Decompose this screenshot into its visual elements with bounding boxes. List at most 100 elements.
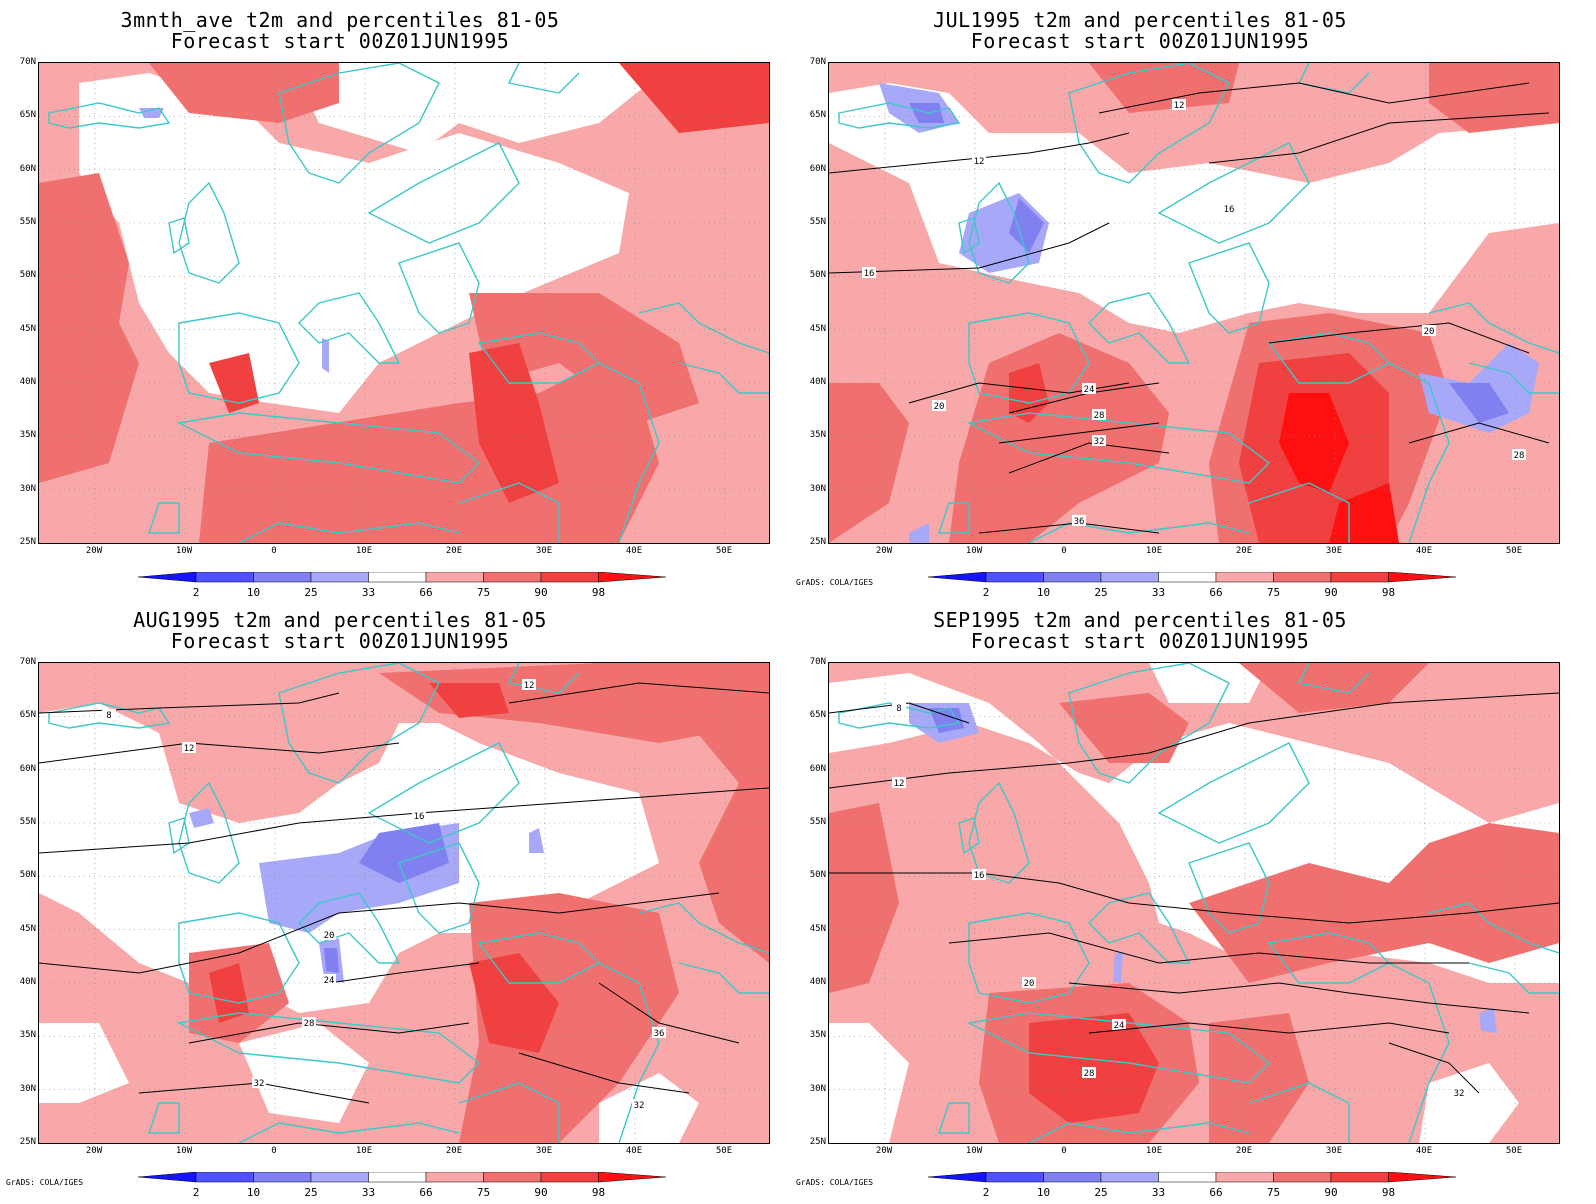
latitude-tick-label: 70N bbox=[809, 57, 826, 67]
colorbar-high-arrow bbox=[598, 571, 667, 583]
coastline bbox=[1068, 63, 1230, 184]
coastline bbox=[1388, 962, 1450, 1143]
contour-label-bg bbox=[182, 742, 196, 753]
colorbar-swatch-p10_25 bbox=[1043, 571, 1102, 583]
latitude-axis: 70N 65N 60N 55N 50N 45N 40N 35N 30N 25N bbox=[0, 57, 36, 547]
longitude-tick-label: 50E bbox=[715, 546, 733, 556]
contour-label-bg bbox=[892, 777, 906, 788]
contour-label: 8 bbox=[106, 711, 111, 721]
contour-label: 20 bbox=[934, 402, 945, 412]
longitude-tick-label: 20E bbox=[1235, 1146, 1253, 1156]
coastline bbox=[1297, 63, 1370, 94]
contour-label-bg bbox=[972, 155, 986, 166]
colorbar-swatch-p25_33 bbox=[310, 1171, 369, 1183]
percentile-shading-p25_33 bbox=[529, 828, 544, 853]
longitude-tick-label: 10E bbox=[1145, 1146, 1163, 1156]
coastline bbox=[966, 412, 1271, 484]
latitude-tick-label: 60N bbox=[19, 763, 36, 774]
latitude-tick-label: 60N bbox=[809, 763, 826, 774]
latitude-tick-label: 55N bbox=[19, 817, 36, 827]
longitude-tick-label: 10E bbox=[355, 546, 373, 556]
map-canvas: 8 12 16 20 24 28 32 32 36 12 bbox=[39, 663, 769, 1143]
colorbar-label: 25 bbox=[1094, 586, 1107, 599]
colorbar-label: 10 bbox=[247, 1186, 260, 1199]
contour-label: 16 bbox=[1224, 205, 1235, 215]
contour-label-bg bbox=[1422, 325, 1436, 336]
latitude-tick-label: 65N bbox=[809, 710, 826, 721]
contour-label-bg bbox=[1092, 409, 1106, 420]
longitude-tick-label: 20W bbox=[875, 546, 893, 556]
colorbar-swatch-p25_33 bbox=[1100, 571, 1159, 583]
percentile-shading-neutral bbox=[829, 1023, 909, 1143]
coastline bbox=[838, 702, 961, 729]
colorbar-low-arrow bbox=[137, 1171, 197, 1183]
percentile-shading-p90_98 bbox=[429, 683, 509, 718]
temperature-contour bbox=[998, 422, 1160, 444]
contour-label: 20 bbox=[1024, 979, 1035, 989]
contour-label-bg bbox=[322, 929, 336, 940]
colorbar-swatch-p2_10 bbox=[985, 571, 1044, 583]
percentile-shading-p25_33 bbox=[139, 108, 164, 118]
latitude-tick-label: 25N bbox=[809, 537, 826, 547]
colorbar-swatch-p90_98 bbox=[1330, 571, 1389, 583]
contour-label: 24 bbox=[1114, 1021, 1125, 1031]
coastline bbox=[1028, 1122, 1250, 1143]
longitude-tick-label: 10W bbox=[965, 1146, 983, 1156]
contour-label: 12 bbox=[524, 681, 535, 691]
colorbar-swatch-neutral bbox=[1158, 1171, 1217, 1183]
percentile-colorbar: 2 10 25 33 66 75 90 98 bbox=[927, 571, 1457, 600]
percentile-shading-p90_98 bbox=[619, 63, 769, 133]
colorbar-swatch-p2_10 bbox=[985, 1171, 1044, 1183]
coastline bbox=[367, 142, 520, 244]
map-panel-sep1995: SEP1995 t2m and percentiles 81-05 Forecas… bbox=[790, 600, 1580, 1199]
latitude-tick-label: 40N bbox=[19, 977, 36, 987]
longitude-tick-label: 50E bbox=[1505, 546, 1523, 556]
temperature-contour bbox=[908, 382, 1130, 404]
percentile-shading-p75_90 bbox=[1239, 663, 1429, 713]
coastline bbox=[966, 1012, 1271, 1084]
longitude-tick-label: 20E bbox=[1235, 546, 1253, 556]
longitude-tick-label: 20E bbox=[445, 546, 463, 556]
temperature-contour bbox=[1068, 982, 1530, 1014]
contour-label: 28 bbox=[1084, 1069, 1095, 1079]
contour-label: 12 bbox=[184, 744, 195, 754]
temperature-contour bbox=[188, 1022, 470, 1044]
map-plot-area bbox=[38, 62, 770, 544]
temperature-contour bbox=[39, 892, 720, 974]
coastline bbox=[398, 842, 480, 934]
grads-credit: GrADS: COLA/IGES bbox=[796, 1178, 874, 1187]
colorbar-label: 10 bbox=[247, 586, 260, 599]
temperature-contour bbox=[1098, 82, 1530, 114]
contour-label: 28 bbox=[1514, 451, 1525, 461]
percentile-shading-p25_33 bbox=[322, 338, 329, 373]
coastline bbox=[507, 63, 580, 94]
coastline bbox=[1297, 663, 1370, 694]
coastline bbox=[958, 817, 980, 855]
latitude-tick-label: 30N bbox=[19, 1083, 36, 1094]
map-plot-area: 12 16 20 24 28 32 36 12 16 20 28 bbox=[828, 62, 1560, 544]
longitude-axis: 20W 10W 0 10E 20E 30E 40E 50E bbox=[828, 1146, 1560, 1158]
temperature-contour bbox=[829, 872, 1559, 924]
latitude-tick-label: 35N bbox=[19, 430, 36, 441]
latitude-tick-label: 40N bbox=[19, 377, 36, 387]
percentile-shading-p75_90 bbox=[1209, 1013, 1309, 1143]
temperature-contour bbox=[1008, 442, 1170, 474]
colorbar-swatch-p75_90 bbox=[1273, 571, 1332, 583]
temperature-contour bbox=[39, 692, 340, 714]
latitude-tick-label: 35N bbox=[809, 1030, 826, 1041]
colorbar-swatch-p90_98 bbox=[540, 571, 599, 583]
percentile-shading-p25_33 bbox=[1113, 953, 1123, 983]
temperature-contour bbox=[39, 787, 769, 854]
coastline bbox=[598, 362, 660, 543]
percentile-shading-p75_90 bbox=[829, 383, 909, 543]
percentile-shading-p75_90 bbox=[829, 803, 899, 993]
colorbar-label: 33 bbox=[1152, 1186, 1165, 1199]
colorbar-swatch-p2_10 bbox=[195, 571, 254, 583]
contour-label: 16 bbox=[414, 812, 425, 822]
contour-label: 16 bbox=[864, 269, 875, 279]
map-plot-area: 8 12 16 20 24 28 32 bbox=[828, 662, 1560, 1144]
contour-label: 32 bbox=[634, 1101, 645, 1111]
coastline bbox=[48, 702, 171, 729]
colorbar-label: 90 bbox=[534, 586, 547, 599]
latitude-tick-label: 70N bbox=[809, 657, 826, 667]
